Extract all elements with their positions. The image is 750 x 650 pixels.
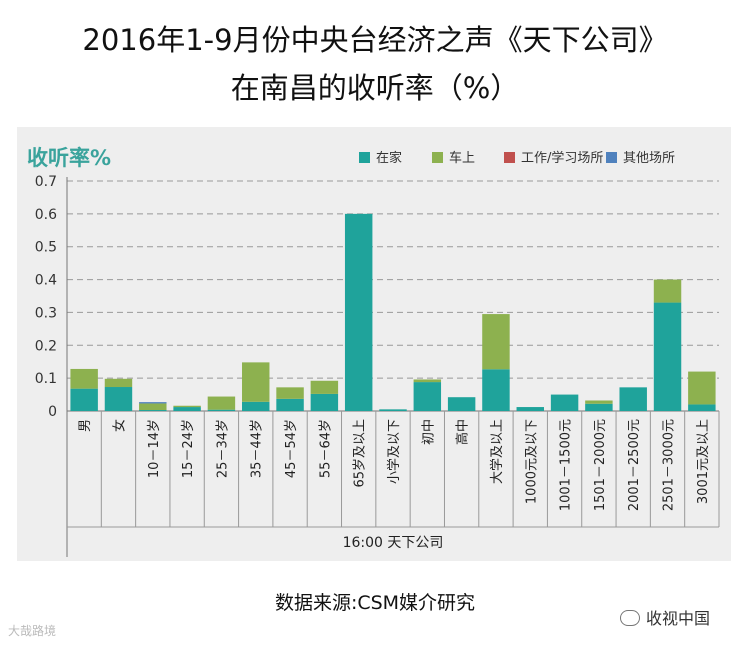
bar-segment xyxy=(482,314,510,370)
bar-segment xyxy=(242,362,270,402)
bar-segment xyxy=(688,371,716,405)
x-tick-label: 35－44岁 xyxy=(250,419,265,478)
bar-segment xyxy=(653,279,682,303)
chart-title-line1: 2016年1-9月份中央台经济之声《天下公司》 xyxy=(82,23,668,57)
bar-segment xyxy=(70,388,98,411)
bar-segment xyxy=(310,380,339,394)
x-tick-label: 2001－2500元 xyxy=(627,419,642,511)
watermark-right-text: 收视中国 xyxy=(646,609,711,628)
legend-swatch xyxy=(359,152,370,163)
bar-segment xyxy=(585,400,613,404)
bar-segment xyxy=(550,394,579,411)
wechat-icon xyxy=(620,610,640,626)
y-tick-label: 0.1 xyxy=(35,371,57,387)
watermark-left-text: 大哉路境 xyxy=(8,624,57,638)
x-tick-label: 1000元及以下 xyxy=(524,419,539,504)
bar-segment xyxy=(482,369,510,411)
bar-segment xyxy=(207,396,236,410)
x-tick-label: 10－14岁 xyxy=(147,419,162,478)
y-tick-label: 0 xyxy=(48,404,57,420)
y-tick-label: 0.4 xyxy=(35,273,57,289)
bar-segment xyxy=(619,387,647,411)
bar-segment xyxy=(447,397,476,411)
bar-segment xyxy=(207,409,236,411)
bar-segment xyxy=(379,409,407,411)
legend-swatch xyxy=(606,152,617,163)
data-source-note: 数据来源:CSM媒介研究 xyxy=(274,592,476,614)
chart-title-line2: 在南昌的收听率（%） xyxy=(230,71,520,105)
y-tick-label: 0.6 xyxy=(35,207,57,223)
x-axis-label: 16:00 天下公司 xyxy=(343,535,444,551)
y-axis-label: 收听率% xyxy=(27,146,111,170)
bar-segment xyxy=(344,213,373,411)
bar-segment xyxy=(173,405,201,408)
legend-label: 其他场所 xyxy=(623,151,675,166)
bar-segment xyxy=(413,379,442,383)
bar-segment xyxy=(653,302,682,411)
x-tick-label: 1501－2000元 xyxy=(593,419,608,511)
y-tick-label: 0.3 xyxy=(35,305,57,321)
bar-segment xyxy=(104,378,133,388)
legend-label: 在家 xyxy=(376,150,402,166)
y-tick-label: 0.7 xyxy=(35,174,57,190)
chart-canvas: 收听率% 在家 车上 工作/学习场所 其他场所 0 0.1 0.2 0.3 0.4 0.5 0.6 0.… xyxy=(27,146,720,557)
x-tick-label: 2501－3000元 xyxy=(662,419,677,511)
bar-segment xyxy=(104,387,133,411)
bar-segment xyxy=(139,403,167,411)
x-tick-label: 25－34岁 xyxy=(215,419,230,478)
legend-swatch xyxy=(432,152,443,163)
bar-segment xyxy=(688,404,716,411)
x-tick-label: 女 xyxy=(111,419,127,432)
bar-segment xyxy=(413,382,442,411)
x-tick-label: 男 xyxy=(78,419,93,432)
legend-swatch xyxy=(504,152,515,163)
legend-label: 车上 xyxy=(449,150,475,166)
x-tick-label: 高中 xyxy=(455,419,471,445)
bar-segment xyxy=(70,368,98,389)
bar-segment xyxy=(139,402,167,404)
watermark-right: 收视中国 xyxy=(620,605,710,629)
y-tick-label: 0.2 xyxy=(35,338,57,354)
watermark-left: 大哉路境 xyxy=(8,622,56,639)
bar-segment xyxy=(276,398,304,411)
bar-segment xyxy=(139,410,167,411)
x-tick-label: 小学及以下 xyxy=(386,419,402,484)
x-tick-label: 1001－1500元 xyxy=(559,419,574,511)
x-tick-label: 初中 xyxy=(421,419,436,445)
y-tick-label: 0.5 xyxy=(35,240,57,256)
legend-label: 工作/学习场所 xyxy=(521,150,603,166)
x-tick-label: 55－64岁 xyxy=(318,419,333,478)
bar-segment xyxy=(242,401,270,411)
chart-panel: 收听率% 在家 车上 工作/学习场所 其他场所 0 0.1 0.2 0.3 0.4 0.5 0.6 0.… xyxy=(17,127,731,561)
bar-segment xyxy=(516,407,544,411)
x-tick-label: 65岁及以上 xyxy=(353,419,368,488)
x-tick-label: 3001元及以上 xyxy=(696,419,711,504)
x-tick-label: 大学及以上 xyxy=(489,419,505,484)
bar-segment xyxy=(276,387,304,399)
x-tick-label: 15－24岁 xyxy=(181,419,196,478)
x-tick-label: 45－54岁 xyxy=(284,419,299,478)
bar-segment xyxy=(585,403,613,411)
bar-segment xyxy=(310,393,339,411)
bar-segment xyxy=(173,407,201,411)
